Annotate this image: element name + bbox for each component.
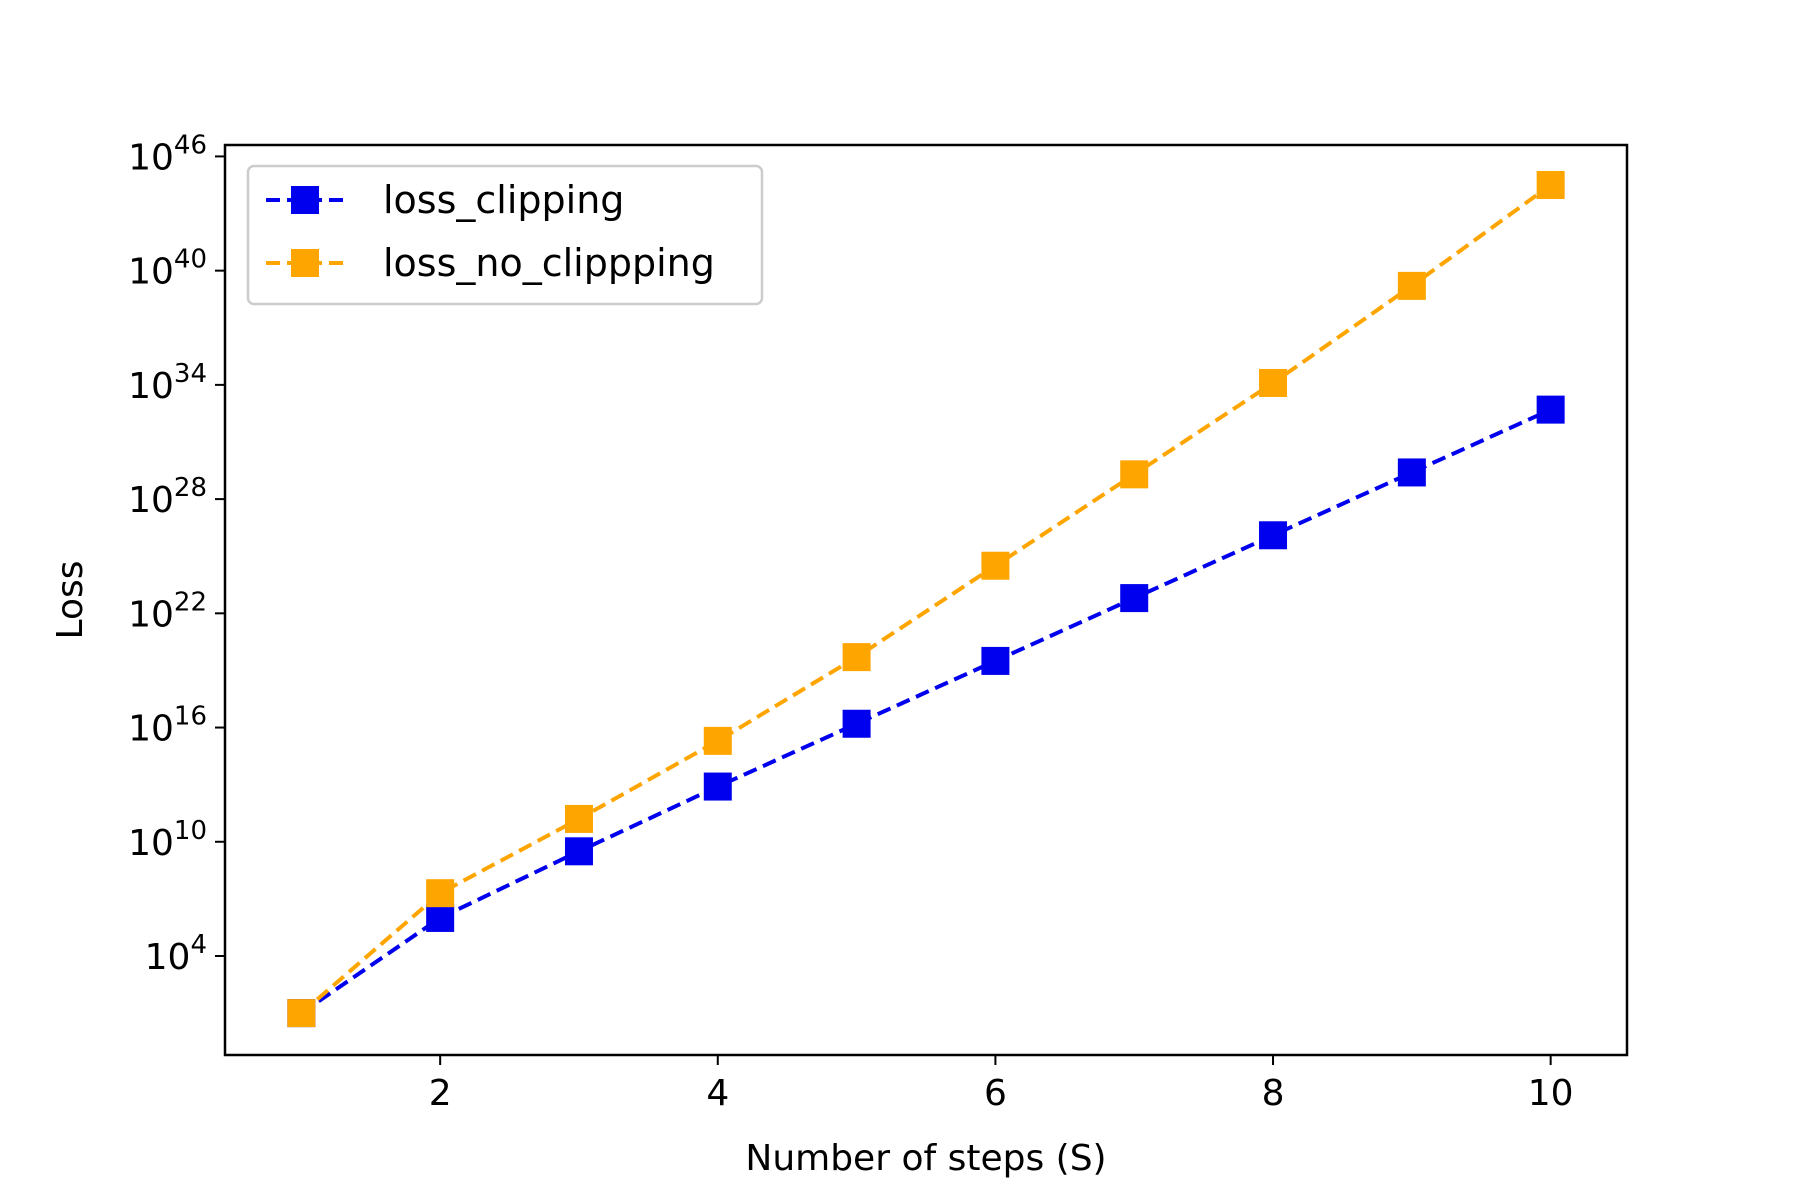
data-point <box>703 726 732 755</box>
x-tick-label: 6 <box>984 1073 1007 1114</box>
data-point <box>981 646 1010 675</box>
data-point <box>1259 521 1288 550</box>
y-tick-label: 1028 <box>128 473 207 521</box>
y-tick-label: 1046 <box>128 130 207 178</box>
y-tick-label: 104 <box>145 930 207 978</box>
data-point <box>1397 458 1426 487</box>
x-axis: 2 4 6 8 10 <box>429 1055 1574 1114</box>
data-point <box>1120 584 1149 613</box>
data-point <box>1259 368 1288 397</box>
x-tick-label: 8 <box>1262 1073 1285 1114</box>
data-point <box>564 804 593 833</box>
x-tick-label: 2 <box>429 1073 452 1114</box>
data-point <box>426 879 455 908</box>
legend-marker <box>291 249 319 277</box>
series-layer <box>287 170 1565 1028</box>
data-point <box>564 837 593 866</box>
data-point <box>842 643 871 672</box>
data-point <box>842 709 871 738</box>
series-loss_clipping <box>287 395 1565 1028</box>
series-line <box>300 183 1552 1015</box>
legend-marker <box>291 186 319 214</box>
y-tick-label: 1010 <box>128 816 207 864</box>
legend: loss_clipping loss_no_clippping <box>246 164 764 306</box>
y-tick-label: 1040 <box>128 245 207 293</box>
legend-label: loss_no_clippping <box>383 241 715 285</box>
y-axis-label: Loss <box>50 561 91 640</box>
legend-item-loss_clipping: loss_clipping <box>266 178 624 222</box>
data-point <box>1120 460 1149 489</box>
legend-item-loss_no_clippping: loss_no_clippping <box>266 241 715 285</box>
legend-box <box>246 164 764 306</box>
data-point <box>426 903 455 932</box>
data-point <box>1397 271 1426 300</box>
series-loss_no_clippping <box>287 170 1565 1028</box>
x-tick-label: 10 <box>1528 1073 1574 1114</box>
data-point <box>703 772 732 801</box>
x-axis-label: Number of steps (S) <box>745 1138 1106 1179</box>
y-axis: 104 1010 1016 1022 1028 1034 1040 1046 <box>128 130 225 978</box>
y-tick-label: 1022 <box>128 587 207 635</box>
data-point <box>1536 395 1565 424</box>
legend-label: loss_clipping <box>383 178 624 222</box>
y-tick-label: 1016 <box>128 702 207 750</box>
y-tick-label: 1034 <box>128 359 207 407</box>
data-point <box>981 551 1010 580</box>
series-line <box>300 407 1552 1015</box>
data-point <box>287 999 316 1028</box>
x-tick-label: 4 <box>706 1073 729 1114</box>
data-point <box>1536 170 1565 199</box>
